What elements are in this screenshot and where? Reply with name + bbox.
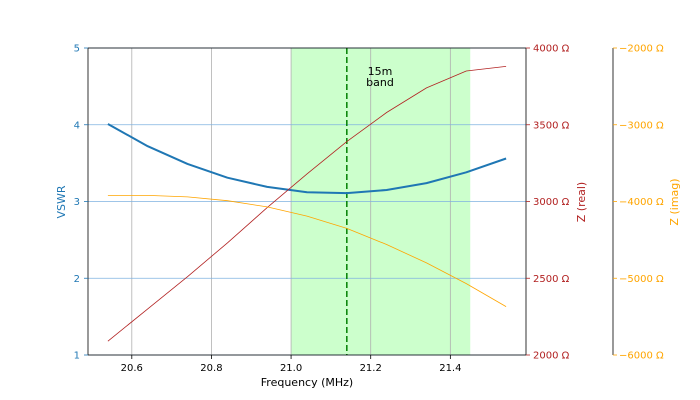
x-tick-label: 20.6 (121, 363, 143, 374)
vswr-tick-label: 5 (74, 44, 80, 55)
zimag-tick-label: −5000 Ω (619, 274, 664, 285)
z_imag-series-line (107, 194, 507, 307)
vswr-tick-label: 3 (74, 197, 80, 208)
zreal-tick-label: 3000 Ω (533, 197, 570, 208)
vswr-tick-label: 2 (74, 274, 80, 285)
zimag-tick-label: −3000 Ω (619, 120, 664, 131)
z-imag-axis-label: Z (imag) (668, 178, 681, 225)
x-tick-label: 21.4 (439, 363, 461, 374)
tick-labels: 20.6 20.8 21.0 21.2 21.4 1 2 3 4 5 2000 Ω 2500 Ω 300… (74, 44, 664, 375)
zreal-tick-label: 3500 Ω (533, 120, 570, 131)
vswr-series-line (107, 123, 507, 195)
x-tick-label: 21.2 (360, 363, 382, 374)
x-axis-label: Frequency (MHz) (261, 376, 353, 389)
series-lines (107, 66, 507, 342)
zimag-tick-label: −4000 Ω (619, 197, 664, 208)
zreal-tick-label: 4000 Ω (533, 44, 570, 55)
z-real-axis-label: Z (real) (575, 182, 588, 222)
x-tick-label: 21.0 (280, 363, 302, 374)
x-tick-label: 20.8 (200, 363, 222, 374)
vswr-axis-label: VSWR (55, 185, 68, 218)
z_real-series-line (107, 66, 507, 342)
vswr-tick-label: 1 (74, 351, 80, 362)
zreal-tick-label: 2500 Ω (533, 274, 570, 285)
band-annotation-line-1: 15m (368, 65, 393, 78)
vswr-tick-label: 4 (74, 120, 80, 131)
zimag-tick-label: −2000 Ω (619, 44, 664, 55)
zreal-tick-label: 2000 Ω (533, 351, 570, 362)
zimag-tick-label: −6000 Ω (619, 351, 664, 362)
band-annotation-line-2: band (366, 76, 394, 89)
